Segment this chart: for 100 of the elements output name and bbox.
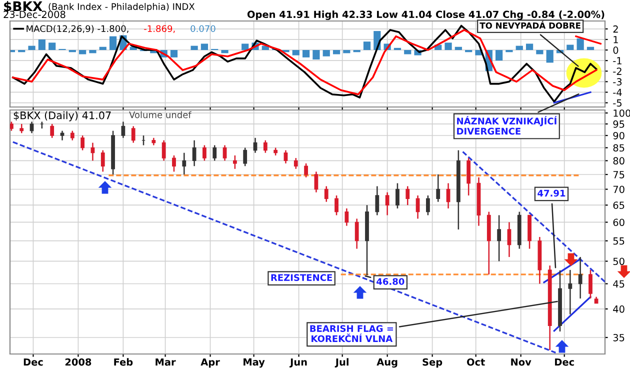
- bar: [444, 42, 452, 50]
- bar: [546, 50, 554, 63]
- candlestick: [284, 150, 288, 164]
- candlestick: [182, 152, 186, 176]
- candlestick: [212, 144, 217, 162]
- bar: [404, 50, 412, 54]
- bar: [394, 48, 402, 50]
- x-tick-label: Dec: [24, 358, 43, 366]
- bar: [89, 50, 96, 54]
- candlestick: [121, 121, 126, 139]
- x-tick-label: 2008: [65, 358, 92, 366]
- y-tick-label: 55: [613, 237, 624, 245]
- bar: [99, 46, 106, 50]
- candlestick: [10, 121, 14, 132]
- candlestick: [80, 134, 85, 151]
- bar: [576, 38, 584, 50]
- chart-title: $BKX: [4, 1, 42, 13]
- x-tick-label: Nov: [511, 358, 532, 366]
- x-tick-label: Sep: [422, 358, 442, 368]
- candlestick: [385, 192, 390, 216]
- y-tick-label: 2: [613, 25, 618, 33]
- bar: [586, 46, 594, 50]
- bar: [292, 50, 300, 56]
- candlestick: [578, 256, 582, 300]
- bar: [363, 42, 371, 50]
- y-tick-label: -2: [613, 68, 622, 75]
- y-tick-label: 60: [613, 218, 624, 226]
- annotation: Volume undef: [129, 111, 192, 118]
- candlestick: [354, 218, 359, 250]
- annotation: BEARISH FLAG = KOREKČNÍ VLNA: [310, 325, 394, 342]
- y-tick-label: 65: [613, 202, 624, 209]
- y-tick-label: 1: [614, 36, 618, 44]
- bar: [343, 50, 350, 54]
- y-tick-label: 80: [613, 157, 624, 165]
- bar: [109, 36, 117, 50]
- x-tick-label: Aug: [376, 358, 398, 368]
- bar: [312, 50, 320, 60]
- annotation: TO NEVYPADÁ DOBRE: [480, 20, 580, 29]
- bar: [536, 50, 544, 54]
- candlestick: [162, 140, 166, 162]
- candlestick: [568, 269, 572, 315]
- candlestick: [344, 208, 349, 226]
- bar: [526, 44, 534, 50]
- y-tick-label: -3: [613, 78, 622, 86]
- y-tick-label: 0: [613, 46, 618, 54]
- x-tick-label: Feb: [114, 358, 133, 366]
- bar: [454, 46, 462, 50]
- bar: [566, 44, 574, 50]
- y-tick-label: 85: [613, 144, 624, 152]
- bar: [200, 44, 208, 50]
- candlestick: [20, 123, 24, 134]
- bar: [170, 50, 178, 58]
- candlestick: [60, 130, 64, 141]
- candlestick: [304, 162, 308, 178]
- series-label: 0.070: [190, 25, 216, 32]
- y-tick-label: 50: [613, 258, 624, 266]
- candlestick: [50, 123, 54, 139]
- bar: [302, 50, 310, 58]
- y-tick-label: 90: [613, 132, 624, 140]
- bar: [496, 50, 503, 61]
- bar: [221, 50, 228, 54]
- candlestick: [324, 186, 328, 202]
- legend-label: MACD(12,26,9) -1.800,: [26, 25, 128, 34]
- annotation: 46.80: [376, 278, 404, 285]
- candlestick: [314, 171, 318, 193]
- series-label: -1.869,: [144, 25, 175, 33]
- candlestick: [588, 269, 592, 300]
- candlestick: [192, 140, 196, 167]
- bar: [79, 50, 86, 54]
- candlestick: [396, 182, 400, 210]
- bar: [48, 42, 56, 50]
- candlestick: [334, 194, 338, 216]
- x-tick-label: May: [244, 358, 265, 368]
- bar: [332, 50, 340, 54]
- annotation: NÁZNAK VZNIKAJÍCÍ DIVERGENCE: [457, 116, 557, 135]
- candlestick: [202, 144, 206, 162]
- bar: [38, 39, 46, 50]
- candlestick: [294, 157, 298, 170]
- candlestick: [243, 147, 248, 167]
- candlestick: [263, 140, 268, 154]
- candlestick: [232, 154, 237, 170]
- bar: [242, 44, 249, 50]
- text: 23-Dec-2008: [4, 10, 66, 18]
- x-tick-label: Dec: [555, 358, 574, 366]
- y-tick-label: -4: [613, 88, 622, 96]
- y-tick-label: 75: [613, 171, 624, 178]
- candlestick: [426, 194, 430, 216]
- y-tick-label: 35: [613, 334, 624, 342]
- candlestick: [131, 126, 136, 144]
- annotation: $BKX (Daily) 41.07: [14, 111, 111, 122]
- text: Open 41.91 High 42.33 Low 41.04 Close 41.07 Chg -0.84 (-2.00%): [247, 10, 604, 20]
- x-tick-label: Jun: [290, 358, 307, 368]
- candlestick: [466, 157, 471, 196]
- candlestick: [507, 222, 512, 258]
- candlestick: [30, 121, 34, 134]
- y-tick-label: -5: [613, 99, 622, 107]
- x-tick-label: Mar: [156, 358, 176, 366]
- annotation: 47.91: [538, 190, 566, 197]
- bar: [190, 46, 198, 50]
- candlestick: [375, 186, 380, 216]
